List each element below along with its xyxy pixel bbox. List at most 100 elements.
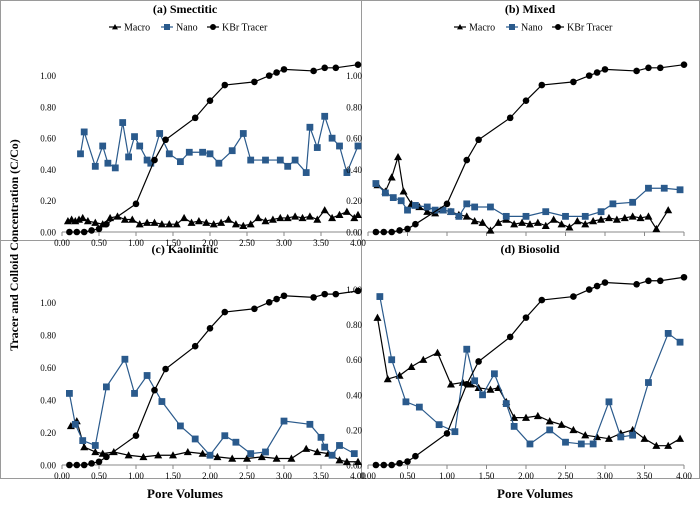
data-point — [158, 398, 166, 405]
data-point — [83, 217, 92, 225]
data-point — [676, 338, 684, 346]
x-tick-label: 0.00 — [54, 238, 70, 248]
y-tick-label: 0.20 — [346, 196, 362, 206]
data-point — [228, 454, 237, 462]
data-point — [272, 454, 281, 462]
data-point — [388, 228, 396, 236]
data-point — [215, 159, 223, 167]
series-line — [379, 296, 681, 445]
x-tick-label: 0.00 — [360, 471, 376, 481]
data-point — [95, 225, 103, 233]
data-point — [221, 308, 229, 316]
data-point — [475, 136, 482, 144]
data-point — [162, 365, 169, 373]
series-kbr-tracer — [372, 61, 688, 236]
data-point — [372, 180, 380, 187]
data-point — [306, 123, 314, 131]
data-point — [80, 443, 89, 451]
data-point — [601, 66, 609, 73]
legend-marker — [457, 24, 463, 30]
data-point — [106, 213, 115, 222]
data-point — [209, 220, 218, 228]
x-tick-label: 0.50 — [91, 238, 107, 248]
data-point — [645, 379, 652, 386]
series-line — [70, 420, 358, 463]
data-point — [431, 206, 439, 214]
x-tick-label: 1.00 — [439, 471, 455, 481]
data-point — [99, 142, 107, 150]
y-tick-label: 0.20 — [40, 428, 56, 438]
data-point — [206, 97, 214, 104]
data-point — [518, 218, 527, 226]
data-point — [443, 200, 451, 208]
y-tick-label: 1.00 — [346, 285, 362, 295]
data-point — [486, 385, 495, 393]
data-point — [620, 213, 629, 222]
data-point — [191, 114, 199, 122]
y-tick-label: 0.80 — [40, 330, 56, 340]
data-point — [354, 457, 362, 465]
data-point — [628, 425, 637, 434]
data-point — [562, 212, 569, 220]
x-axis-label-left: Pore Volumes — [147, 486, 223, 501]
data-point — [664, 330, 672, 337]
data-point — [135, 220, 144, 228]
data-point — [342, 207, 351, 215]
data-point — [388, 461, 396, 469]
data-point — [387, 173, 396, 181]
data-point — [103, 220, 110, 228]
data-point — [494, 218, 503, 226]
data-point — [276, 156, 284, 164]
data-point — [251, 305, 258, 313]
data-point — [121, 355, 129, 363]
data-point — [91, 447, 100, 456]
data-point — [317, 433, 325, 441]
series-line — [375, 276, 685, 466]
legend-marker — [112, 24, 118, 30]
data-point — [533, 411, 542, 420]
data-point — [265, 298, 273, 306]
data-point — [628, 212, 637, 220]
data-point — [381, 189, 389, 197]
data-point — [66, 228, 73, 236]
data-point — [373, 313, 382, 321]
data-point — [549, 215, 558, 223]
x-tick-label: 3.50 — [637, 471, 653, 481]
data-point — [247, 156, 255, 164]
data-point — [143, 156, 151, 164]
data-point — [185, 148, 193, 156]
data-point — [335, 210, 344, 218]
data-point — [111, 164, 119, 172]
data-point — [388, 356, 396, 364]
data-point — [617, 433, 625, 441]
data-point — [103, 453, 110, 461]
y-tick-label: 0.20 — [40, 196, 56, 206]
y-axis-label: Tracer and Colloid Concentration (C/Co) — [7, 139, 21, 351]
data-point — [191, 342, 199, 350]
y-tick-label: 0.80 — [346, 102, 362, 112]
data-point — [577, 440, 585, 448]
x-tick-label: 2.00 — [202, 238, 218, 248]
data-point — [565, 223, 574, 231]
data-point — [522, 212, 530, 220]
data-point — [91, 218, 100, 226]
data-point — [247, 450, 255, 458]
data-point — [491, 370, 498, 378]
legend-label: Macro — [124, 23, 150, 34]
data-point — [273, 69, 280, 76]
data-point — [280, 66, 288, 73]
y-tick-label: 0.80 — [346, 320, 362, 330]
data-point — [150, 218, 159, 226]
data-point — [313, 215, 322, 223]
data-point — [526, 440, 534, 448]
data-point — [478, 218, 487, 226]
data-point — [73, 461, 81, 469]
data-point — [609, 200, 617, 208]
x-tick-label: 2.50 — [558, 471, 574, 481]
x-tick-label: 2.50 — [239, 238, 255, 248]
data-point — [254, 213, 263, 222]
series-nano — [376, 293, 684, 448]
